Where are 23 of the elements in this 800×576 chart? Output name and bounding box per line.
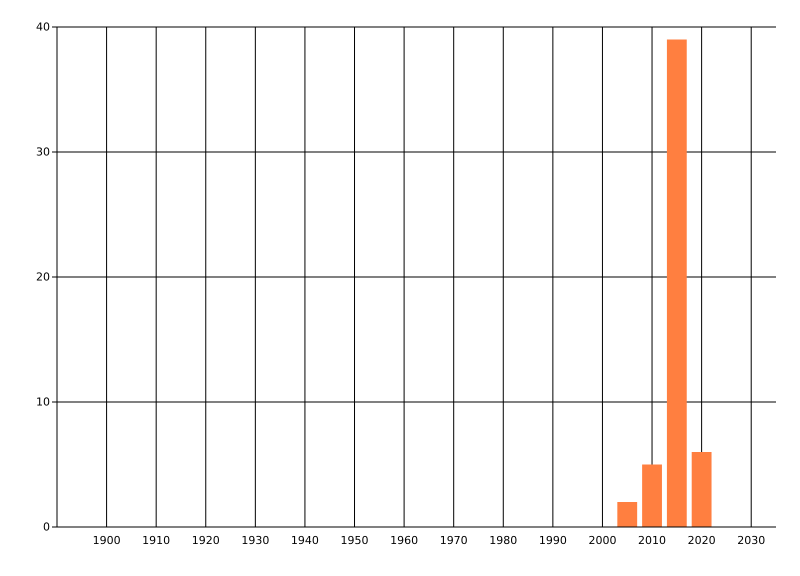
y-tick-label: 30 (36, 146, 50, 159)
x-tick-label: 1980 (489, 534, 518, 547)
x-tick-label: 2030 (737, 534, 766, 547)
bar (642, 464, 662, 527)
x-tick-label: 1950 (340, 534, 369, 547)
x-tick-label: 1960 (390, 534, 418, 547)
y-tick-label: 10 (36, 396, 50, 409)
y-tick-label: 0 (43, 520, 50, 534)
x-tick-label: 1990 (538, 534, 567, 547)
x-tick-label: 1970 (440, 534, 468, 547)
x-tick-label: 2010 (638, 534, 666, 547)
x-tick-label: 2000 (588, 534, 616, 547)
x-tick-label: 2020 (688, 534, 716, 547)
bar (666, 40, 687, 527)
x-tick-label: 1930 (241, 534, 270, 547)
bar (617, 502, 638, 527)
bar (692, 452, 712, 527)
x-tick-label: 1940 (290, 534, 319, 547)
x-tick-label: 1900 (92, 534, 121, 547)
x-tick-label: 1910 (142, 534, 170, 547)
x-tick-label: 1920 (192, 534, 220, 547)
y-tick-label: 20 (36, 270, 50, 284)
y-tick-label: 40 (36, 20, 50, 34)
